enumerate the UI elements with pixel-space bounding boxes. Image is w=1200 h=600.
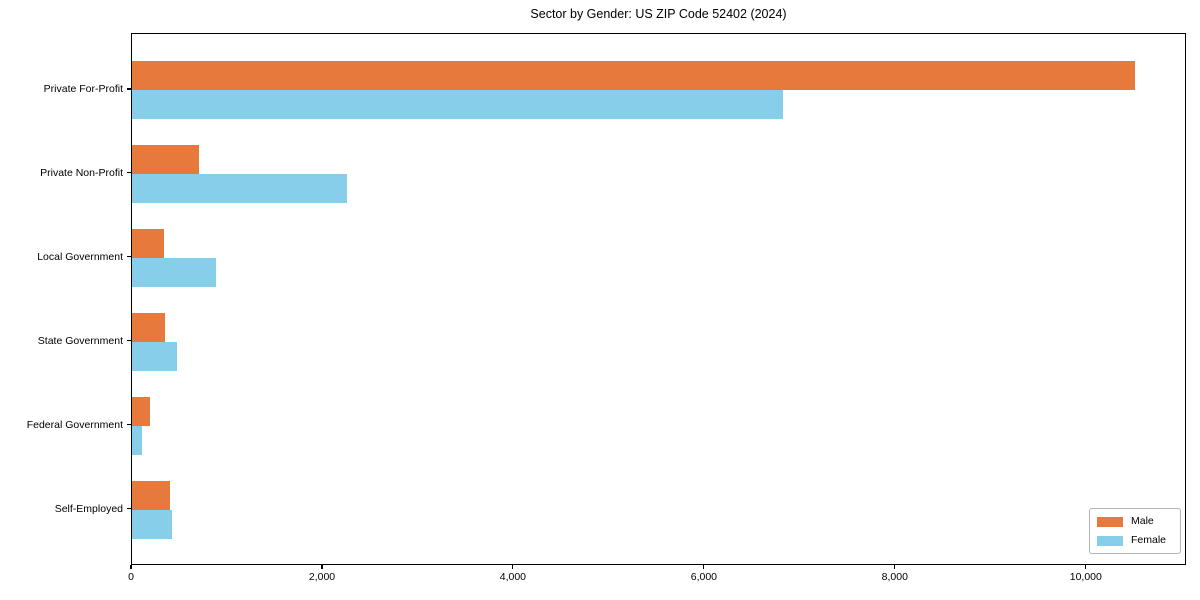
y-tick-label-private-non-profit: Private Non-Profit bbox=[40, 166, 123, 179]
y-tick-mark bbox=[127, 88, 131, 90]
legend-label-female: Female bbox=[1131, 534, 1167, 547]
bar-male-self-employed bbox=[132, 480, 171, 510]
y-tick-label-federal-government: Federal Government bbox=[26, 418, 123, 431]
y-tick-label-self-employed: Self-Employed bbox=[54, 502, 123, 515]
bar-male-private-for-profit bbox=[132, 61, 1135, 90]
y-tick-mark bbox=[127, 256, 131, 258]
x-tick-label-6-000: 6,000 bbox=[690, 571, 718, 583]
x-tick-label-4-000: 4,000 bbox=[499, 571, 527, 583]
legend-entry-female: Female bbox=[1097, 533, 1173, 548]
bar-female-federal-government bbox=[132, 425, 142, 455]
bar-female-state-government bbox=[132, 341, 177, 371]
legend-label-male: Male bbox=[1131, 515, 1154, 528]
y-tick-mark bbox=[127, 424, 131, 426]
bar-female-self-employed bbox=[132, 509, 173, 539]
plot-area bbox=[131, 33, 1186, 565]
bar-female-private-for-profit bbox=[132, 90, 784, 119]
x-tick-mark bbox=[1085, 565, 1087, 569]
x-tick-label-8-000: 8,000 bbox=[881, 571, 908, 583]
y-tick-label-local-government: Local Government bbox=[37, 250, 123, 263]
x-tick-mark bbox=[321, 565, 323, 569]
y-tick-mark bbox=[127, 340, 131, 342]
x-tick-label-0: 0 bbox=[128, 571, 134, 583]
bar-male-private-non-profit bbox=[132, 144, 199, 174]
y-tick-label-private-for-profit: Private For-Profit bbox=[43, 83, 123, 95]
x-tick-mark bbox=[894, 565, 896, 569]
bar-male-federal-government bbox=[132, 396, 151, 426]
y-tick-label-state-government: State Government bbox=[37, 334, 123, 347]
x-tick-mark bbox=[130, 565, 132, 569]
x-tick-label-10-000: 10,000 bbox=[1069, 571, 1102, 583]
bar-female-local-government bbox=[132, 257, 216, 287]
legend-swatch-male bbox=[1097, 516, 1123, 527]
x-tick-label-2-000: 2,000 bbox=[308, 571, 336, 583]
legend-entry-male: Male bbox=[1097, 514, 1173, 529]
legend: Male Female bbox=[1089, 508, 1181, 554]
x-tick-mark bbox=[512, 565, 514, 569]
legend-swatch-female bbox=[1097, 535, 1123, 546]
x-tick-mark bbox=[703, 565, 705, 569]
bar-female-private-non-profit bbox=[132, 173, 347, 203]
y-tick-mark bbox=[127, 507, 131, 510]
bar-male-state-government bbox=[132, 312, 165, 342]
chart-title: Sector by Gender: US ZIP Code 52402 (202… bbox=[530, 7, 787, 21]
bar-male-local-government bbox=[132, 228, 164, 258]
y-tick-mark bbox=[127, 172, 131, 174]
